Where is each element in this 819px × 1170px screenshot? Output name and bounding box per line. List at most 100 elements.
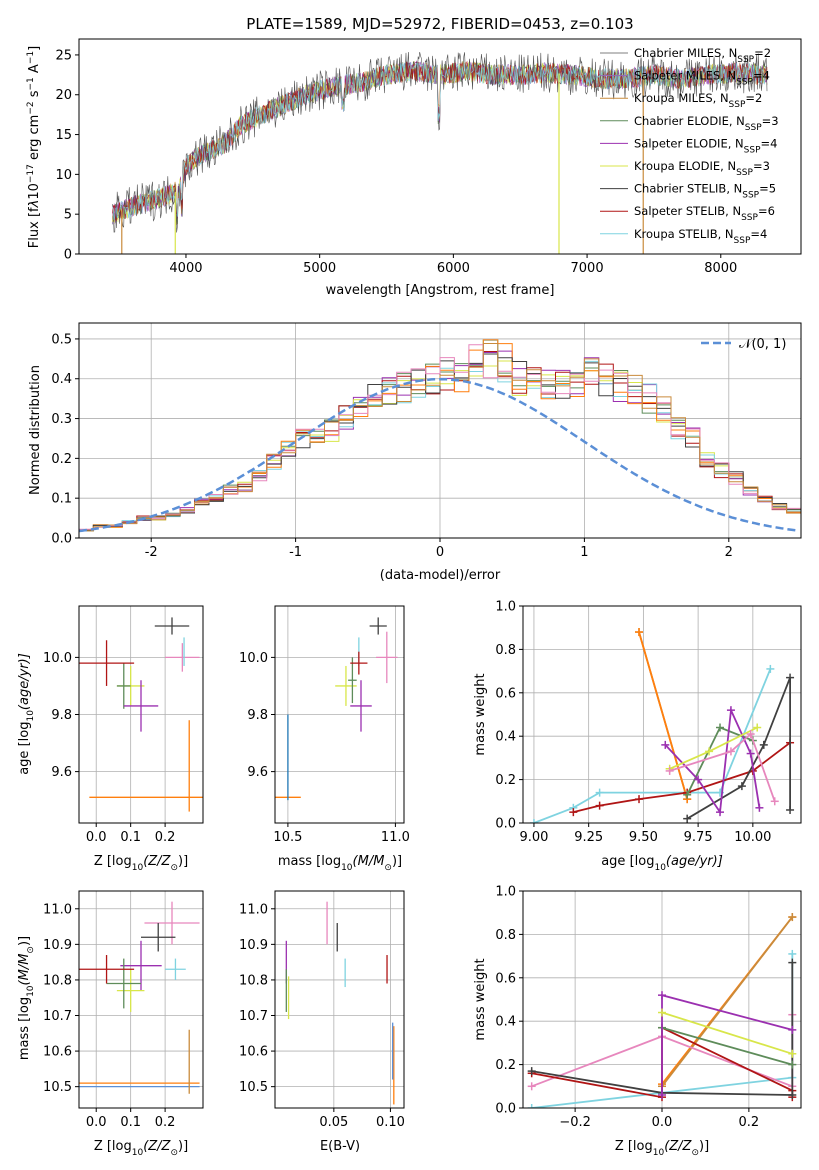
label-part: 10 [26, 710, 36, 722]
label-part: 10 [341, 863, 353, 873]
x-tick-label: 1 [580, 545, 588, 560]
plot-area [79, 901, 200, 1094]
label-part: 10 [132, 863, 144, 873]
label-part: )] [17, 936, 32, 946]
x-tick-label: 0.05 [319, 1115, 348, 1130]
axes-frame [274, 890, 405, 1109]
label-part: 10 [653, 1148, 665, 1158]
x-tick-label: 0.10 [376, 1115, 405, 1130]
x-tick-label: 0.1 [120, 830, 141, 845]
legend-entry: Salpeter ELODIE, NSSP=4 [634, 136, 777, 155]
x-tick-label: -1 [289, 545, 302, 560]
y-tick-label: 10.8 [239, 973, 268, 988]
y-tick-label: 9.6 [51, 765, 72, 780]
axes-frame [78, 38, 802, 255]
y-axis-label: mass weight [473, 673, 488, 755]
weight-line [661, 1011, 793, 1055]
data-point [123, 680, 159, 732]
axes-residuals: -2 -1 0 1 2 0.0 0.1 0.2 0.3 0.4 0.5 𝒩(0, 1) (data-mo… [28, 322, 802, 583]
legend-entry: Kroupa STELIB, NSSP=4 [634, 227, 767, 246]
label-part: Chabrier STELIB, N [634, 182, 742, 196]
y-tick-label: 11.0 [43, 902, 72, 917]
axes-age-vs-mass: 10.5 11.0 9.6 9.8 10.0 mass [log10(M/M⊙)] [239, 605, 410, 873]
y-tick-label: 20 [55, 88, 72, 103]
x-tick-label: 5000 [303, 261, 336, 276]
label-part: =6 [758, 204, 775, 218]
label-part: Z [log [94, 854, 132, 869]
label-part: (Z/Z [143, 854, 171, 869]
y-tick-label: 0.4 [495, 1015, 516, 1030]
label-part: =2 [754, 46, 771, 60]
label-part: =2 [745, 91, 762, 105]
plot-area [529, 628, 795, 823]
label-part: 10 [26, 985, 36, 997]
histogram-step [79, 360, 801, 531]
y-tick-label: 0.4 [51, 372, 72, 387]
plot-area [79, 339, 801, 533]
label-part: SSP [744, 145, 761, 155]
plot-area [527, 913, 797, 1108]
y-tick-label: 9.6 [247, 765, 268, 780]
label-part: ⊙ [170, 1148, 178, 1158]
label-part: =4 [761, 136, 778, 150]
axes-mass-vs-Z: 0.0 0.1 0.210.510.610.710.810.911.0Z [log1… [17, 890, 204, 1158]
y-tick-label: 5 [64, 208, 72, 223]
label-part: Chabrier ELODIE, N [634, 114, 745, 128]
x-tick-label: 9.00 [519, 830, 548, 845]
label-part: SSP [737, 55, 754, 65]
y-tick-label: 0 [64, 248, 72, 263]
plots-group: 4000 5000 6000 7000 80000510152025wavelength… [17, 38, 802, 1158]
label-part: SSP [745, 123, 762, 133]
x-tick-label: −0.2 [559, 1115, 591, 1130]
data-point [141, 923, 176, 952]
plot-area [275, 617, 398, 801]
legend-entry: Salpeter STELIB, NSSP=6 [634, 204, 775, 223]
x-axis-label: E(B-V) [320, 1139, 360, 1154]
axes-mass-vs-EBV: 0.05 0.10 10.5 10.6 10.7 10.8 10.9 11.0 E(B-V) [239, 890, 405, 1154]
data-point [106, 958, 141, 1009]
plot-area [285, 901, 395, 1105]
label-part: 10 [654, 863, 666, 873]
label-part: −17 [26, 164, 36, 183]
y-tick-label: 10.0 [43, 651, 72, 666]
x-tick-label: 11.0 [381, 830, 410, 845]
data-point [350, 651, 368, 675]
x-axis-label: age [log10(age/yr)] [601, 854, 723, 873]
label-part: SSP [736, 168, 753, 178]
x-tick-label: 0.2 [739, 1115, 760, 1130]
y-tick-label: 10.8 [43, 973, 72, 988]
y-tick-label: 10.0 [239, 651, 268, 666]
label-part: Flux [f [27, 207, 42, 248]
y-tick-label: 0.4 [495, 730, 516, 745]
y-tick-label: 9.8 [247, 708, 268, 723]
y-tick-label: 10.7 [239, 1009, 268, 1024]
data-point [144, 901, 200, 945]
label-part: −2 [26, 101, 36, 114]
y-tick-label: 10.9 [239, 938, 268, 953]
label-part: Salpeter ELODIE, N [634, 136, 744, 150]
label-part: )] [178, 1139, 188, 1154]
label-part: SSP [734, 236, 751, 246]
data-point [335, 665, 357, 706]
axes-weight-vs-age: 9.00 9.25 9.50 9.75 10.00 0.0 0.2 0.4 0.6 0.8 1.0 a… [473, 600, 802, 873]
y-tick-label: 10.6 [239, 1045, 268, 1060]
x-axis-label: Z [log10(Z/Z⊙)] [94, 854, 188, 873]
y-tick-label: 10.7 [43, 1009, 72, 1024]
label-part: (M/M [353, 854, 385, 869]
y-tick-label: 0.6 [495, 686, 516, 701]
data-point [348, 657, 357, 704]
x-tick-label: 0 [436, 545, 444, 560]
weight-line [669, 732, 776, 802]
y-tick-label: 1.0 [495, 600, 516, 615]
label-part: λ [27, 200, 42, 209]
y-tick-label: 0.6 [495, 971, 516, 986]
axes-weight-vs-Z: −0.2 0.0 0.2 0.0 0.2 0.4 0.6 0.8 1.0 Z [log10(Z/Z… [473, 885, 802, 1158]
y-axis-label: Flux [fλ10−17 erg cm−2 s−1 A−1] [26, 46, 42, 248]
histogram-step [79, 343, 801, 532]
x-tick-label: 9.50 [629, 830, 658, 845]
y-tick-label: 10.5 [43, 1080, 72, 1095]
label-part: SSP [729, 100, 746, 110]
label-part: Salpeter STELIB, N [634, 204, 741, 218]
label-part: 10 [27, 183, 42, 200]
